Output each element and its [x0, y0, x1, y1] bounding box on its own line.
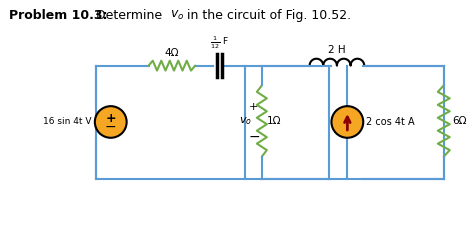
Text: 1Ω: 1Ω [267, 116, 282, 126]
Text: 2 cos 4t A: 2 cos 4t A [366, 117, 415, 127]
Text: $v_o$: $v_o$ [239, 115, 252, 127]
Text: 2 H: 2 H [328, 45, 346, 55]
Text: −: − [248, 130, 260, 144]
Text: +: + [105, 112, 116, 125]
Text: 4Ω: 4Ω [164, 48, 179, 58]
Text: −: − [105, 120, 117, 134]
Text: $\frac{1}{12}$ F: $\frac{1}{12}$ F [210, 34, 228, 51]
Text: 16 sin 4t V: 16 sin 4t V [43, 117, 92, 126]
Text: Determine: Determine [88, 9, 166, 22]
Text: Problem 10.3:: Problem 10.3: [9, 9, 108, 22]
Text: in the circuit of Fig. 10.52.: in the circuit of Fig. 10.52. [183, 9, 351, 22]
Circle shape [95, 106, 127, 138]
Text: +: + [249, 102, 259, 112]
Text: $v_o$: $v_o$ [170, 9, 185, 22]
Circle shape [331, 106, 363, 138]
Text: 6Ω: 6Ω [453, 116, 467, 126]
